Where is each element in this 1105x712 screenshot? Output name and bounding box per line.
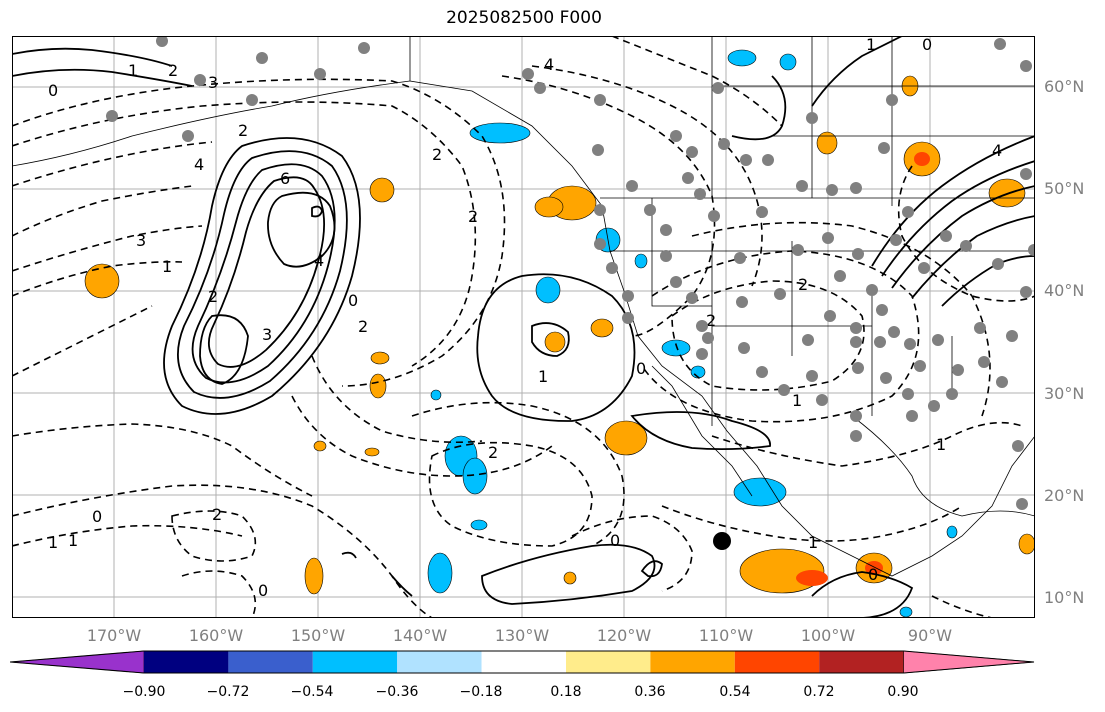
lon-label-130w: 130°W bbox=[494, 626, 550, 645]
lon-label-150w: 150°W bbox=[290, 626, 346, 645]
contour-label: 2 bbox=[798, 275, 808, 294]
contour-label: 3 bbox=[262, 325, 272, 344]
map-title: 2025082500 F000 bbox=[446, 8, 602, 28]
colorbar-tick-label: −0.72 bbox=[206, 684, 250, 700]
colorbar-tick-label: −0.90 bbox=[122, 684, 166, 700]
lon-label-90w: 90°W bbox=[907, 626, 953, 645]
colorbar-tick-label: 0.72 bbox=[803, 684, 835, 700]
lat-label-20n: 20°N bbox=[1044, 486, 1085, 505]
colorbar bbox=[10, 650, 1035, 674]
colorbar-seg bbox=[566, 651, 651, 673]
colorbar-seg bbox=[228, 651, 313, 673]
station-markers bbox=[106, 36, 1035, 510]
contour-label: 0 bbox=[636, 359, 646, 378]
contour-label: 0 bbox=[348, 291, 358, 310]
contour-label: 2 bbox=[706, 311, 716, 330]
colorbar-tick-label: 0.18 bbox=[550, 684, 582, 700]
lat-label-30n: 30°N bbox=[1044, 384, 1085, 403]
contour-label: 2 bbox=[212, 505, 222, 524]
contour-label: 0 bbox=[610, 531, 620, 550]
contour-label: 1 bbox=[936, 435, 946, 454]
contour-label: 1 bbox=[792, 391, 802, 410]
contour-label: 0 bbox=[258, 581, 268, 600]
shaded-field bbox=[84, 49, 1035, 618]
contour-label: 0 bbox=[868, 565, 878, 584]
lat-label-40n: 40°N bbox=[1044, 281, 1085, 300]
contour-label: 2 bbox=[468, 207, 478, 226]
colorbar-seg bbox=[734, 651, 820, 673]
lat-label-50n: 50°N bbox=[1044, 179, 1085, 198]
contour-label: 1 bbox=[48, 533, 58, 552]
contour-label: 1 bbox=[162, 257, 172, 276]
contour-label: 2 bbox=[488, 443, 498, 462]
contour-label: 6 bbox=[280, 169, 290, 188]
contour-label: 3 bbox=[208, 73, 218, 92]
contour-label-group: 0 1 2 3 4 4 3 2 6 4 3 2 1 0 2 2 1 0 2 1 … bbox=[48, 36, 1002, 600]
colorbar-tick-label: −0.36 bbox=[375, 684, 419, 700]
colorbar-tick-label: 0.90 bbox=[887, 684, 919, 700]
lon-label-120w: 120°W bbox=[596, 626, 652, 645]
contour-label: 1 bbox=[808, 533, 818, 552]
colorbar-seg bbox=[819, 651, 904, 673]
contour-label: 0 bbox=[922, 36, 932, 54]
contour-label: 2 bbox=[432, 145, 442, 164]
highlight-marker bbox=[713, 532, 731, 550]
contour-label: 4 bbox=[544, 55, 554, 74]
contour-label: 4 bbox=[314, 251, 324, 270]
lon-label-110w: 110°W bbox=[698, 626, 754, 645]
colorbar-seg bbox=[144, 651, 229, 673]
lat-label-10n: 10°N bbox=[1044, 588, 1085, 607]
lon-label-100w: 100°W bbox=[800, 626, 856, 645]
lon-label-160w: 160°W bbox=[188, 626, 244, 645]
colorbar-seg bbox=[481, 651, 566, 673]
contour-lines bbox=[12, 36, 1035, 618]
contour-label: 2 bbox=[358, 317, 368, 336]
colorbar-tick-label: 0.36 bbox=[634, 684, 666, 700]
contour-label: 1 bbox=[538, 367, 548, 386]
contour-label: 0 bbox=[92, 507, 102, 526]
map-panel: 0 1 2 3 4 4 3 2 6 4 3 2 1 0 2 2 1 0 2 1 … bbox=[12, 36, 1035, 618]
contour-label: 0 bbox=[48, 81, 58, 100]
colorbar-seg bbox=[312, 651, 398, 673]
colorbar-seg bbox=[650, 651, 735, 673]
lon-label-140w: 140°W bbox=[392, 626, 448, 645]
colorbar-tick-label: 0.54 bbox=[719, 684, 751, 700]
colorbar-tick-label: −0.54 bbox=[290, 684, 334, 700]
contour-label: 1 bbox=[68, 531, 78, 550]
contour-label: 4 bbox=[992, 141, 1002, 160]
dashed-contours bbox=[12, 36, 1035, 618]
lon-label-170w: 170°W bbox=[86, 626, 142, 645]
contour-label: 1 bbox=[128, 61, 138, 80]
contour-label: 4 bbox=[194, 155, 204, 174]
contour-label: 2 bbox=[238, 121, 248, 140]
contour-label: 3 bbox=[136, 231, 146, 250]
colorbar-seg bbox=[397, 651, 482, 673]
contour-label: 2 bbox=[168, 61, 178, 80]
contour-label: 2 bbox=[208, 287, 218, 306]
colorbar-seg-under bbox=[10, 650, 145, 674]
colorbar-tick-label: −0.18 bbox=[459, 684, 503, 700]
colorbar-seg-over bbox=[903, 650, 1035, 674]
lat-label-60n: 60°N bbox=[1044, 77, 1085, 96]
contour-label: 1 bbox=[866, 36, 876, 54]
